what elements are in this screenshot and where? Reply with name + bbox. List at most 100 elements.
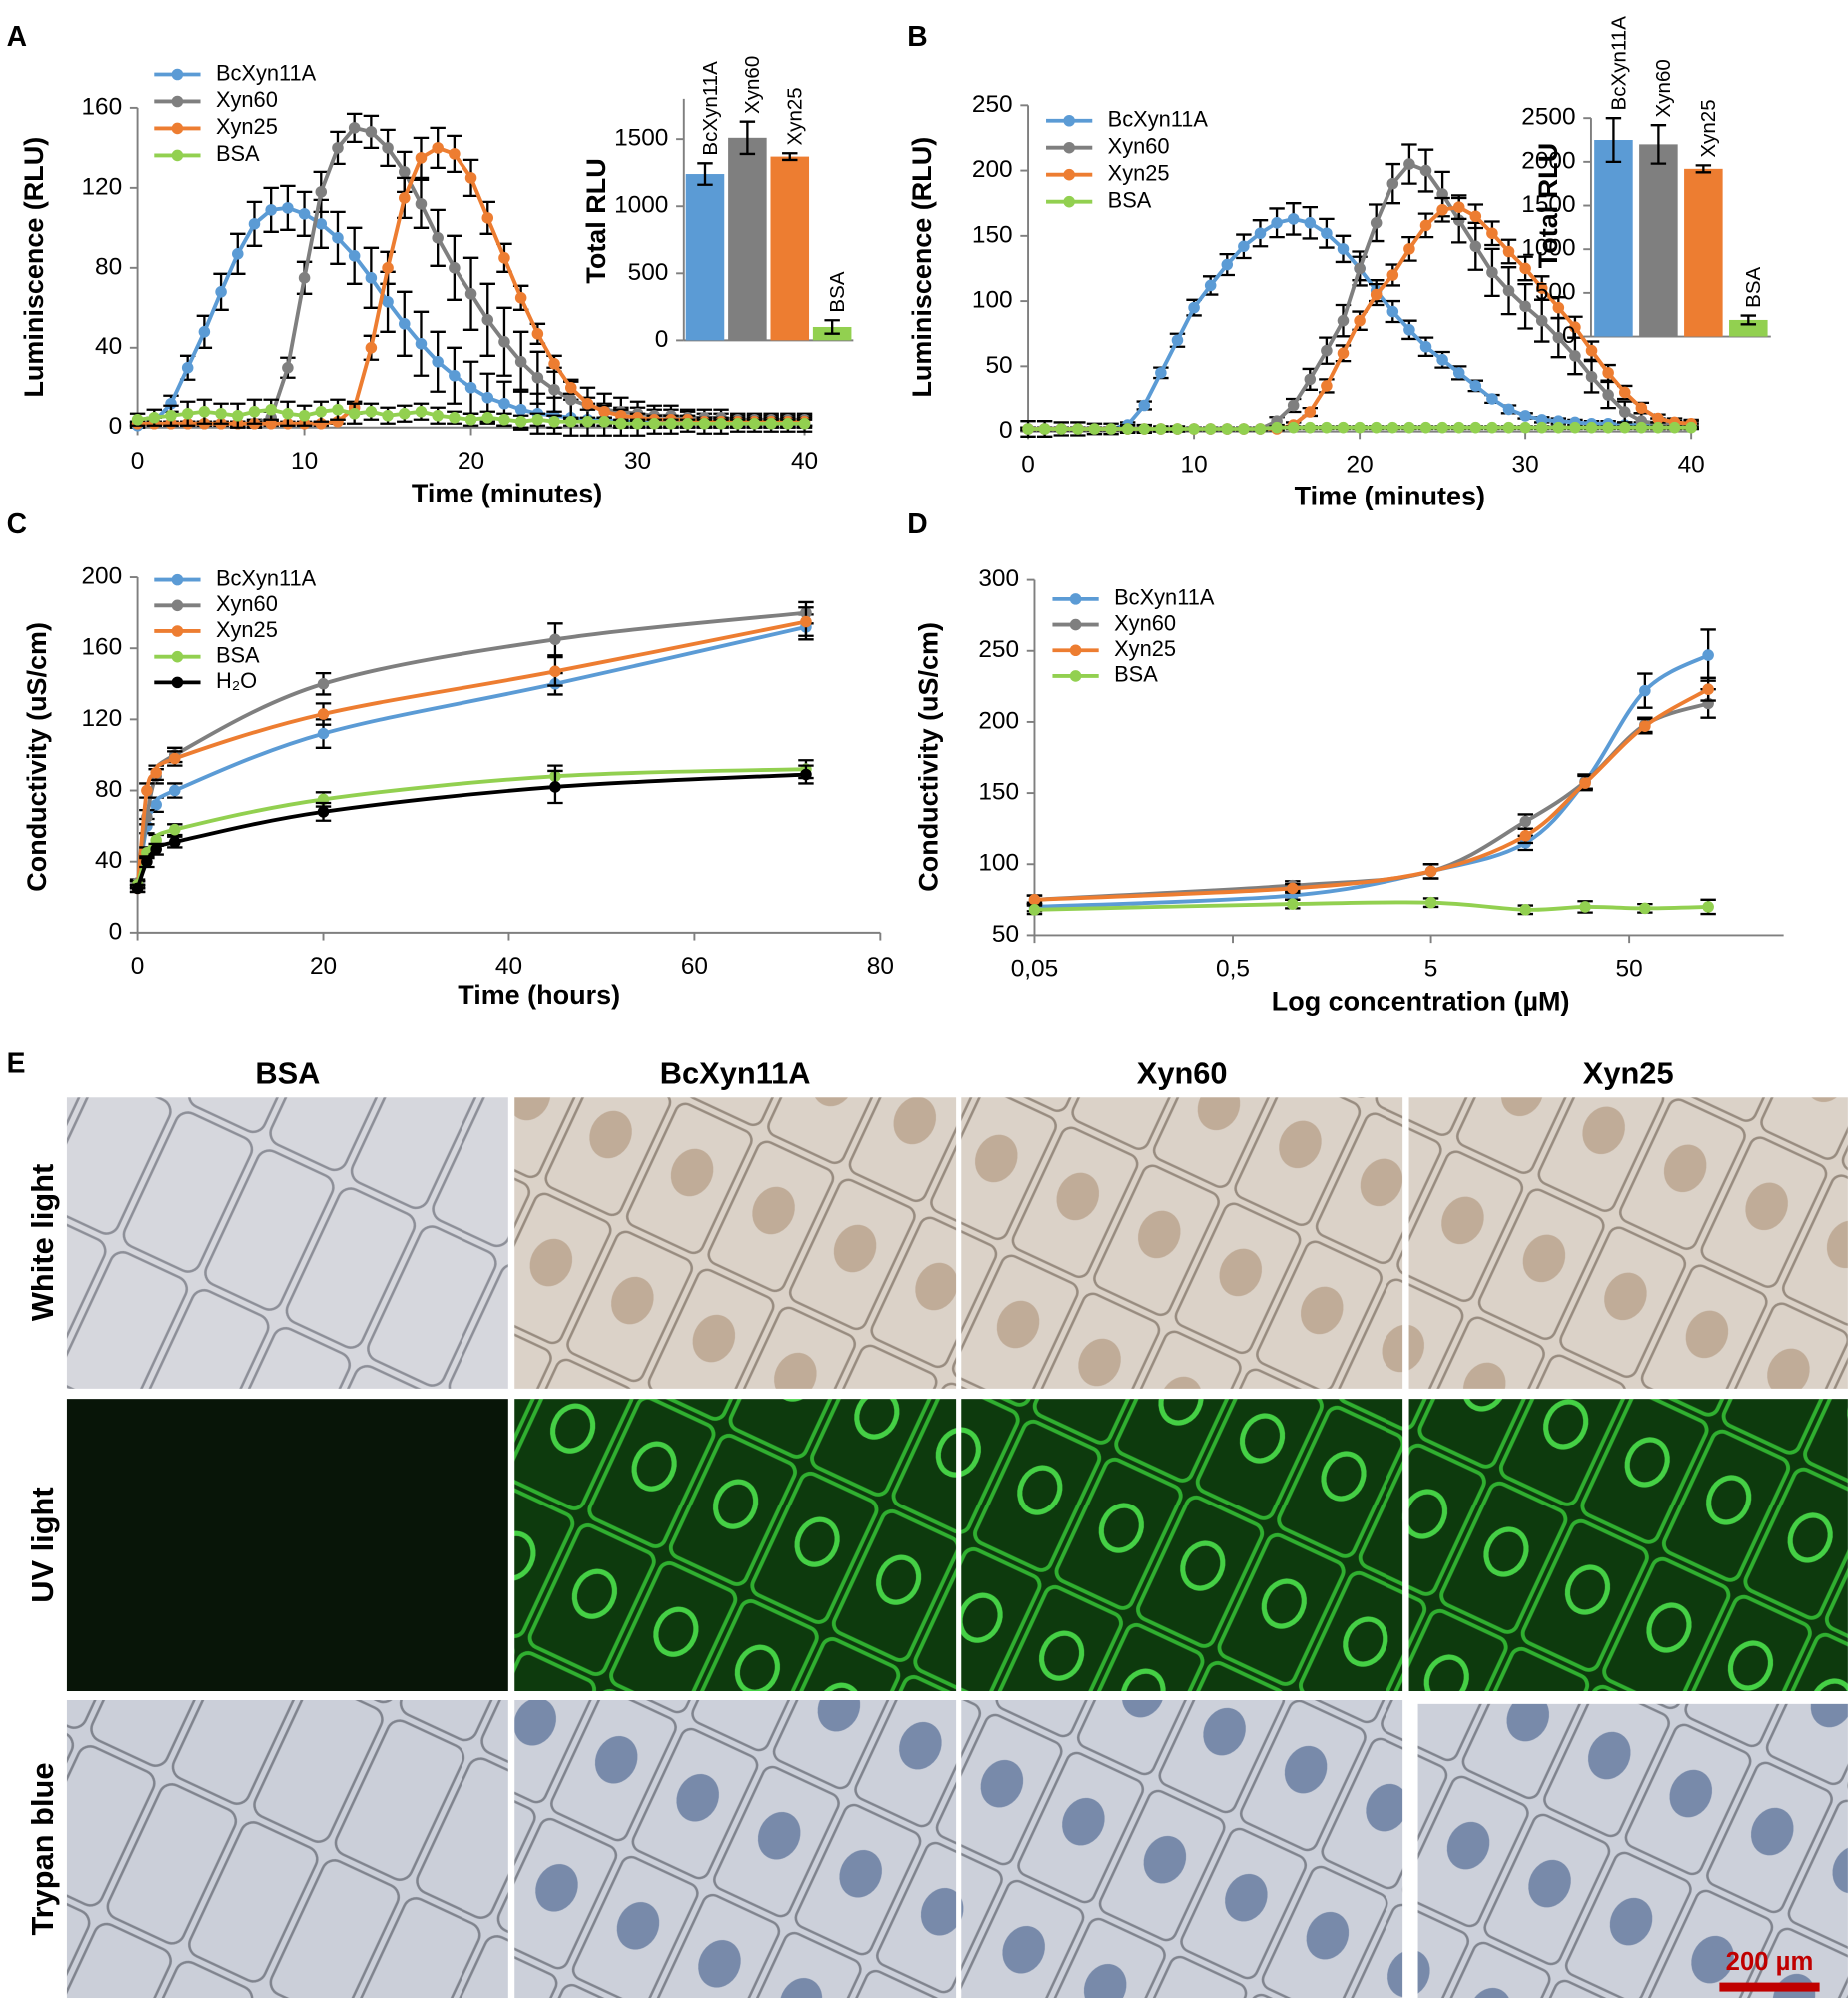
- marker: [1618, 406, 1631, 418]
- marker: [464, 288, 477, 300]
- marker: [464, 413, 477, 426]
- marker: [1602, 389, 1614, 401]
- marker: [150, 843, 162, 856]
- marker: [1639, 720, 1651, 732]
- marker: [748, 417, 761, 430]
- y-tick-label: 1000: [614, 192, 668, 219]
- marker: [415, 198, 428, 210]
- marker: [1271, 421, 1283, 434]
- error-bar: [824, 319, 840, 335]
- bar-category-label: Xyn60: [741, 56, 764, 114]
- bar: [685, 174, 725, 341]
- marker: [531, 328, 544, 340]
- legend-marker: [171, 650, 184, 663]
- legend-marker: [1063, 195, 1075, 208]
- legend-label: BcXyn11A: [216, 565, 317, 590]
- photo: [514, 1399, 957, 1692]
- legend-marker: [171, 625, 184, 637]
- marker: [1354, 262, 1366, 275]
- marker: [1502, 403, 1515, 416]
- legend-label: BSA: [1114, 662, 1158, 687]
- marker: [248, 218, 261, 230]
- row-header: White light: [25, 1164, 60, 1321]
- marker: [1702, 649, 1714, 661]
- marker: [1354, 421, 1366, 434]
- marker: [265, 403, 277, 416]
- x-tick-label: 30: [624, 448, 651, 475]
- marker: [1552, 421, 1565, 434]
- marker: [1668, 421, 1681, 434]
- marker: [800, 615, 812, 628]
- legend-marker: [171, 149, 184, 162]
- marker: [231, 248, 244, 260]
- marker: [481, 314, 494, 326]
- series-line: [135, 610, 807, 884]
- marker: [498, 397, 510, 410]
- legend-marker: [171, 676, 184, 689]
- x-tick-label: 20: [310, 953, 337, 980]
- column-header: Xyn60: [1137, 1056, 1228, 1091]
- y-tick-label: 50: [985, 352, 1012, 379]
- x-tick-label: 40: [791, 448, 818, 475]
- marker: [1028, 904, 1041, 916]
- marker: [1519, 300, 1531, 313]
- photo: [514, 1699, 957, 1999]
- marker: [141, 855, 153, 868]
- marker: [1238, 240, 1250, 253]
- marker: [1685, 421, 1697, 434]
- marker: [1121, 423, 1134, 435]
- marker: [1519, 904, 1532, 916]
- marker: [398, 318, 411, 330]
- marker: [348, 122, 361, 134]
- legend-label: BSA: [216, 141, 260, 166]
- x-tick-label: 0: [1021, 452, 1035, 479]
- marker: [1585, 421, 1598, 434]
- series-line: [1034, 653, 1710, 909]
- marker: [531, 371, 544, 384]
- legend-label: Xyn60: [216, 87, 278, 112]
- marker: [1238, 423, 1250, 435]
- y-tick-label: 1000: [1521, 235, 1575, 262]
- marker: [581, 415, 594, 428]
- marker: [415, 338, 428, 350]
- marker: [1639, 902, 1651, 915]
- marker: [1221, 258, 1234, 271]
- photo: [66, 1097, 508, 1389]
- marker: [615, 417, 627, 430]
- panel-letter: B: [907, 20, 927, 52]
- y-tick-label: 40: [95, 847, 122, 874]
- marker: [365, 126, 378, 138]
- marker: [798, 417, 811, 430]
- marker: [598, 405, 610, 418]
- marker: [1519, 830, 1532, 842]
- bar: [1684, 168, 1723, 337]
- marker: [1486, 266, 1498, 279]
- scale-bar-label: 200 µm: [1726, 1948, 1814, 1976]
- bar-category-label: BcXyn11A: [699, 61, 722, 156]
- marker: [1419, 164, 1432, 177]
- x-tick-label: 0,5: [1216, 956, 1250, 983]
- marker: [449, 262, 461, 274]
- bar: [1594, 140, 1633, 337]
- marker: [464, 172, 477, 184]
- marker: [198, 326, 211, 338]
- marker: [415, 152, 428, 164]
- marker: [282, 407, 294, 420]
- marker: [1271, 217, 1283, 229]
- marker: [1519, 815, 1532, 828]
- marker: [1221, 423, 1234, 435]
- legend-label: Xyn60: [216, 591, 278, 616]
- x-tick-label: 50: [1616, 956, 1643, 983]
- y-tick-label: 500: [1535, 278, 1576, 305]
- x-tick-label: 0: [131, 448, 145, 475]
- marker: [1552, 301, 1565, 314]
- legend-label: Xyn25: [216, 617, 278, 642]
- marker: [1419, 421, 1432, 434]
- marker: [1370, 288, 1383, 301]
- marker: [1304, 373, 1317, 386]
- photo: [1408, 1097, 1848, 1389]
- marker: [514, 415, 527, 428]
- marker: [1436, 203, 1448, 216]
- marker: [1635, 402, 1648, 414]
